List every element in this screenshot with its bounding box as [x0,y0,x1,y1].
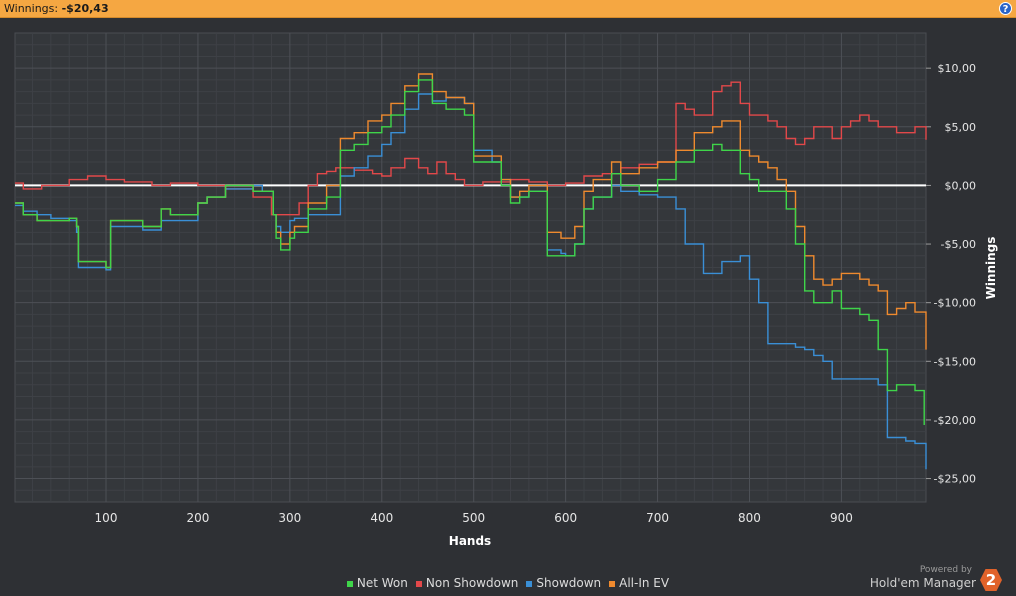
y-tick-label: $5,00 [945,121,977,134]
y-axis-label: Winnings [984,237,998,300]
legend-label: All-In EV [619,576,670,590]
y-tick-label: -$5,00 [941,238,976,251]
legend-label: Showdown [536,576,602,590]
x-axis-ticks: 100 200 300 400 500 600 700 800 900 [95,511,853,525]
legend-item[interactable]: Non Showdown [415,576,519,590]
major-gridlines [15,33,926,502]
chart-legend: Net Won Non Showdown Showdown All-In EV [0,576,1016,590]
x-tick-label: 200 [186,511,209,525]
series-lines [15,73,927,470]
brand-name: Hold'em Manager [869,576,976,590]
powered-by-text: Powered by [919,565,972,575]
y-tick-label: $10,00 [938,62,977,75]
legend-item[interactable]: Showdown [526,576,601,590]
x-axis-label: Hands [449,534,491,548]
legend-item[interactable]: Net Won [346,576,408,590]
x-tick-label: 900 [830,511,853,525]
y-tick-label: -$20,00 [934,414,976,427]
winnings-value: -$20,43 [61,2,109,15]
winnings-label: Winnings: [4,2,59,15]
x-tick-label: 800 [738,511,761,525]
series-line-net-won [15,79,925,425]
help-icon[interactable]: ? [999,2,1012,15]
x-tick-label: 300 [278,511,301,525]
x-tick-label: 700 [646,511,669,525]
hm2-logo-icon: 2 [980,569,1002,591]
minor-gridlines [15,33,926,502]
y-tick-label: -$10,00 [934,297,976,310]
legend-swatch [415,580,422,587]
legend-swatch [609,580,616,587]
x-tick-label: 100 [95,511,118,525]
winnings-header-bar: Winnings: -$20,43 ? [0,0,1016,18]
y-tick-label: -$15,00 [934,355,976,368]
y-tick-label: $0,00 [945,179,977,192]
legend-item[interactable]: All-In EV [609,576,669,590]
legend-swatch [526,580,533,587]
series-line-non-showdown [15,81,927,216]
x-tick-label: 400 [370,511,393,525]
x-tick-label: 600 [554,511,577,525]
y-tick-label: -$25,00 [934,473,976,486]
y-axis-ticks: $10,00 $5,00 $0,00 -$5,00 -$10,00 -$15,00 -$20… [926,62,977,486]
winnings-summary: Winnings: -$20,43 [4,2,109,15]
legend-label: Net Won [356,576,408,590]
x-tick-label: 500 [462,511,485,525]
legend-swatch [346,580,353,587]
legend-label: Non Showdown [425,576,519,590]
